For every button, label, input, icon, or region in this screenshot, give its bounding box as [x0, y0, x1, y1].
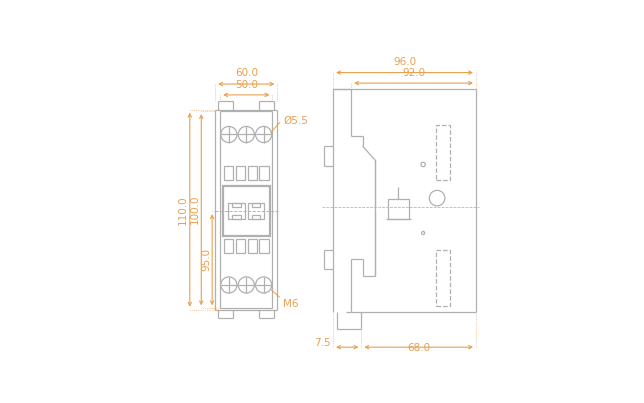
Bar: [436, 250, 450, 306]
Bar: [260, 239, 269, 253]
Bar: [436, 125, 450, 180]
Bar: [224, 239, 233, 253]
Bar: [247, 239, 257, 253]
Bar: [252, 215, 260, 219]
Text: 110.0: 110.0: [178, 195, 188, 224]
Bar: [248, 203, 264, 219]
Bar: [252, 203, 260, 207]
Text: 7.5: 7.5: [314, 338, 330, 347]
Bar: [247, 166, 257, 180]
Text: 60.0: 60.0: [235, 69, 258, 79]
Text: 50.0: 50.0: [235, 80, 258, 90]
Text: Ø5.5: Ø5.5: [283, 116, 308, 125]
Bar: [260, 166, 269, 180]
Text: 92.0: 92.0: [402, 69, 425, 79]
Text: 95.0: 95.0: [202, 248, 211, 271]
Bar: [223, 187, 270, 236]
Bar: [232, 215, 241, 219]
Bar: [224, 166, 233, 180]
Text: 96.0: 96.0: [393, 57, 416, 67]
Bar: [236, 166, 245, 180]
Bar: [236, 239, 245, 253]
Text: M6: M6: [283, 299, 299, 309]
Bar: [388, 199, 409, 219]
Bar: [228, 203, 245, 219]
Text: 100.0: 100.0: [189, 195, 200, 224]
Bar: [232, 203, 241, 207]
Text: 68.0: 68.0: [407, 343, 430, 353]
